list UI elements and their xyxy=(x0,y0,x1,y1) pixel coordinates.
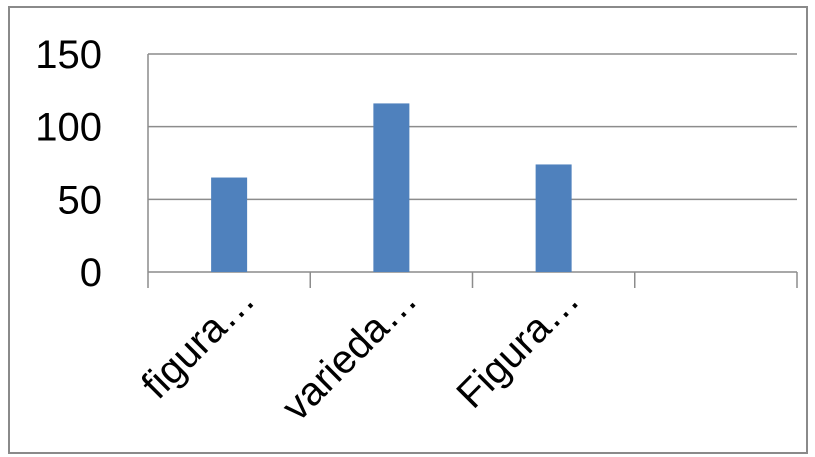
axes xyxy=(147,54,798,288)
bars xyxy=(211,103,572,272)
x-category-label: varieda… xyxy=(274,277,426,429)
bar-2 xyxy=(373,103,410,272)
bar-3 xyxy=(535,164,572,272)
labels: 0 50 100 150 figura… varieda… Figura… xyxy=(35,33,588,429)
bar-1 xyxy=(211,177,248,272)
y-tick-label: 0 xyxy=(80,251,102,295)
x-category-label: figura… xyxy=(133,277,263,407)
x-category-label: Figura… xyxy=(448,277,588,417)
y-tick-label: 150 xyxy=(35,33,102,77)
y-tick-label: 50 xyxy=(58,178,103,222)
y-tick-label: 100 xyxy=(35,106,102,150)
